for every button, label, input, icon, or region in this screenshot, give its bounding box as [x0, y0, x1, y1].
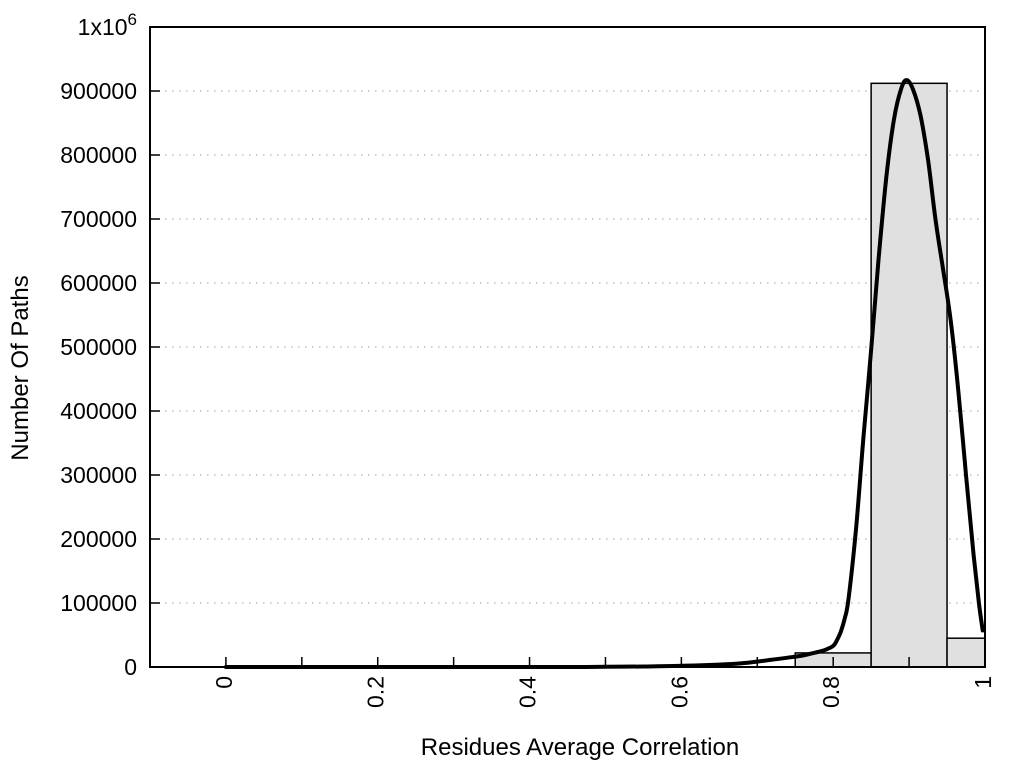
- y-tick-label: 100000: [60, 590, 137, 616]
- y-tick-label: 400000: [60, 398, 137, 424]
- x-tick-label: 0.4: [515, 676, 541, 708]
- y-tick-label: 0: [124, 654, 137, 680]
- histogram-bar: [946, 637, 986, 668]
- y-tick-label: 700000: [60, 206, 137, 232]
- gridlines: [151, 90, 984, 604]
- y-tick-label: 1x106: [78, 10, 137, 40]
- axis-ticks: [150, 90, 910, 667]
- y-tick-label: 300000: [60, 462, 137, 488]
- frame-rect: [149, 26, 986, 668]
- x-tick-labels: 0 0.2 0.4 0.6 0.8 1: [211, 676, 996, 708]
- x-tick-label: 0: [211, 676, 237, 689]
- x-tick-label: 0.8: [818, 676, 844, 708]
- y-tick-labels: 0 100000 200000 300000 400000 500000 600000 700…: [60, 10, 137, 680]
- fit-curve: [223, 78, 985, 669]
- y-axis-title: Number Of Paths: [7, 275, 34, 460]
- plot-frame: [149, 26, 986, 668]
- y-tick-label: 200000: [60, 526, 137, 552]
- y-tick-label: 500000: [60, 334, 137, 360]
- y-tick-label: 600000: [60, 270, 137, 296]
- fit-curve-path: [223, 78, 985, 669]
- x-tick-label: 0.2: [363, 676, 389, 708]
- histogram-bar: [870, 82, 948, 668]
- x-tick-label: 0.6: [666, 676, 692, 708]
- y-tick-label: 800000: [60, 142, 137, 168]
- x-axis-title: Residues Average Correlation: [421, 734, 739, 761]
- x-tick-label: 1: [970, 676, 996, 689]
- y-tick-label: 900000: [60, 78, 137, 104]
